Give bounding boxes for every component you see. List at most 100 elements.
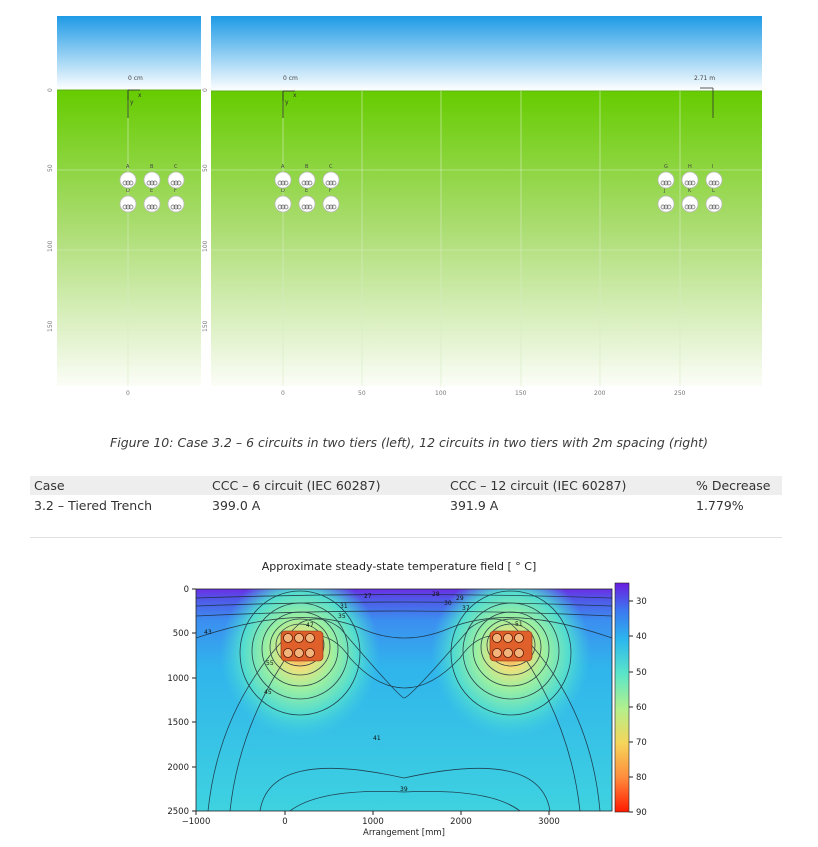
right-axis-x-label: x [293,92,297,99]
cable-label: E [305,188,308,194]
cable-label: A [281,164,285,170]
table-header: Case [30,476,208,495]
cable-label: I [712,164,713,170]
contour-label: 35 [338,613,346,620]
contour-label: 37 [462,605,470,612]
left-xtick: 0 [126,390,130,397]
divider [30,537,782,538]
cable-label: D [126,188,130,194]
contour-label: 55 [266,660,274,667]
right-soil [211,91,762,386]
cable-label: H [688,164,692,170]
cable-circle [119,195,137,213]
left-ytick: 150 [47,320,54,332]
cable-circle [298,195,316,213]
contour-label: 43 [204,629,212,636]
contour-label: 41 [373,735,381,742]
cable-circle [119,171,137,189]
table-cell: 399.0 A [212,498,261,513]
heatmap-xtick: 2000 [450,817,472,827]
right-sky [211,16,762,91]
right-axis-y-label: y [285,99,289,106]
cable-circle [705,195,723,213]
cable-label: F [329,188,332,194]
figure-caption: Figure 10: Case 3.2 – 6 circuits in two … [110,435,708,450]
right-panel: 0 cm x y 2.71 m 0 50 100 150 0 50 100 15… [202,16,762,397]
contour-label: 39 [400,786,408,793]
contour-label: 31 [340,603,348,610]
heatmap-title: Approximate steady-state temperature fie… [262,560,537,573]
cable-label: B [150,164,154,170]
left-offset-label: 0 cm [128,75,143,82]
contour-label: 51 [515,621,523,628]
figure10-diagram: 0 cm x y 0 50 100 150 0 A B C D E F [47,16,762,397]
heatmap-xtick: 0 [282,817,287,827]
cable-label: C [174,164,178,170]
colorbar [614,582,630,813]
cable-label: D [281,188,285,194]
heatmap-ytick: 1000 [167,674,189,684]
cable-label: C [329,164,333,170]
cable-label: F [174,188,177,194]
table-header-row: Case CCC – 6 circuit (IEC 60287) CCC – 1… [30,476,782,495]
cable-label: A [126,164,130,170]
right-offset-label-left: 0 cm [283,75,298,82]
cable-circle [705,171,723,189]
heatmap-xlabel: Arrangement [mm] [363,828,445,838]
colorbar-tick: 40 [636,632,647,642]
cable-circle [143,171,161,189]
cable-label: J [663,188,665,194]
cable-circle [274,195,292,213]
cable-group-right [489,630,533,662]
cable-label: B [305,164,309,170]
heatmap-xtick: −1000 [182,817,211,827]
right-xtick: 200 [594,390,606,397]
left-soil [57,90,201,386]
right-xtick: 50 [358,390,366,397]
cable-circle [657,195,675,213]
colorbar-tick: 50 [636,668,647,678]
heatmap-ytick: 2000 [167,763,189,773]
table-cell: 1.779% [696,498,744,513]
contour-label: 30 [444,600,452,607]
cable-circle [681,171,699,189]
cable-group-left [280,630,324,662]
cable-circle [167,195,185,213]
colorbar-tick: 70 [636,738,647,748]
cable-circle [322,171,340,189]
right-xtick: 100 [435,390,447,397]
contour-label: 27 [364,593,372,600]
cable-circle [167,171,185,189]
colorbar-tick: 60 [636,703,647,713]
heatmap-ytick: 2500 [167,807,189,817]
temperature-heatmap: Approximate steady-state temperature fie… [167,560,647,838]
cable-circle [657,171,675,189]
heatmap-ytick: 0 [184,585,189,595]
right-ytick: 0 [202,88,209,92]
table-header: CCC – 6 circuit (IEC 60287) [208,476,446,495]
table-header: % Decrease [692,476,782,495]
contour-label: 29 [456,595,464,602]
heatmap-ytick: 1500 [167,718,189,728]
cable-label: E [150,188,153,194]
left-panel: 0 cm x y 0 50 100 150 0 A B C D E F [47,16,201,397]
table-cell: 3.2 – Tiered Trench [34,498,153,513]
right-ytick: 50 [202,164,209,172]
heatmap-xtick: 3000 [538,817,560,827]
left-axis-y-label: y [130,99,134,106]
cable-circle [681,195,699,213]
cable-label: G [664,164,668,170]
left-ytick: 50 [47,164,54,172]
right-xtick: 250 [674,390,686,397]
right-xtick: 0 [281,390,285,397]
right-offset-label-right: 2.71 m [694,75,715,82]
colorbar-tick: 80 [636,773,647,783]
table-cell: 391.9 A [450,498,499,513]
cable-label: L [712,188,715,194]
cable-circle [143,195,161,213]
heatmap-xtick: 1000 [362,817,384,827]
contour-label: 45 [264,689,272,696]
cable-label: K [688,188,692,194]
cable-circle [274,171,292,189]
right-ytick: 150 [202,320,209,332]
